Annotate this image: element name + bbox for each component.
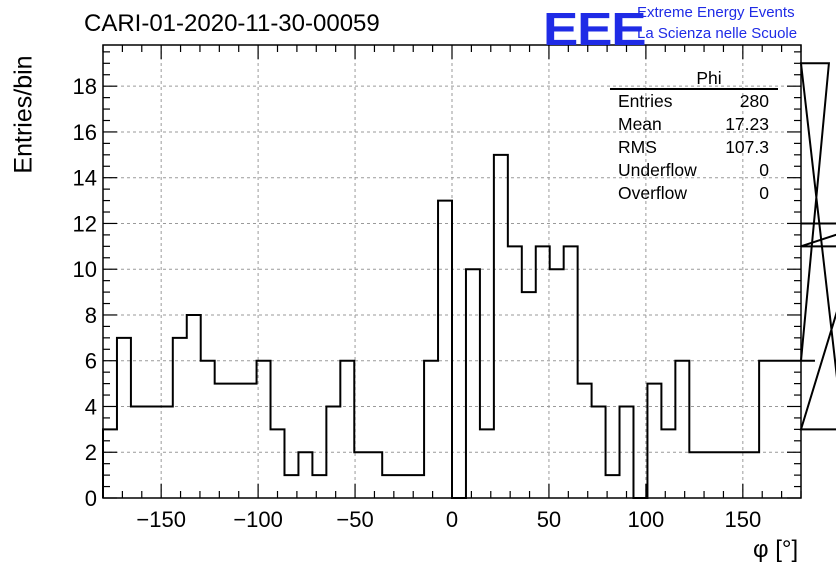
chart-title: CARI-01-2020-11-30-00059 <box>84 10 380 37</box>
stats-divider <box>610 88 778 90</box>
y-tick-label: 14 <box>73 166 97 191</box>
stats-label: RMS <box>618 137 657 157</box>
y-tick-label: 4 <box>85 394 97 419</box>
x-tick-label: 150 <box>724 507 761 532</box>
stats-label: Mean <box>618 114 662 134</box>
y-axis-label: Entries/bin <box>9 55 38 174</box>
stats-value: 17.23 <box>725 114 769 134</box>
x-tick-label: 50 <box>537 507 561 532</box>
stats-row: RMS 107.3 <box>610 137 778 160</box>
y-tick-label: 18 <box>73 74 97 99</box>
logo-line-2: La Scienza nelle Scuole <box>637 25 798 42</box>
stats-label: Overflow <box>618 183 688 203</box>
stats-row: Mean 17.23 <box>610 114 778 137</box>
stats-row: Overflow 0 <box>610 183 778 206</box>
y-tick-label: 2 <box>85 440 97 465</box>
stats-row: Entries 280 <box>610 91 778 114</box>
stats-value: 0 <box>759 160 769 180</box>
x-tick-label: 0 <box>446 507 458 532</box>
stats-label: Underflow <box>618 160 697 180</box>
stats-box: Phi Entries 280 Mean 17.23 RMS 107.3 Underf… <box>610 68 778 206</box>
x-tick-label: −50 <box>336 507 373 532</box>
x-tick-label: −100 <box>233 507 283 532</box>
x-axis-label: φ [°] <box>753 536 799 563</box>
logo-line-1: Extreme Energy Events <box>637 4 795 21</box>
stats-row: Underflow 0 <box>610 160 778 183</box>
stats-value: 107.3 <box>725 137 769 157</box>
stats-value: 0 <box>759 183 769 203</box>
y-tick-label: 0 <box>85 486 97 511</box>
y-tick-label: 10 <box>73 257 97 282</box>
y-tick-label: 8 <box>85 303 97 328</box>
x-tick-label: −150 <box>136 507 186 532</box>
x-tick-label: 100 <box>628 507 665 532</box>
y-tick-label: 16 <box>73 120 97 145</box>
stats-label: Entries <box>618 91 673 111</box>
stats-name: Phi <box>696 68 722 88</box>
stats-value: 280 <box>739 91 769 111</box>
histogram-series <box>102 62 836 499</box>
eee-logo: EEE <box>543 3 647 55</box>
y-tick-label: 6 <box>85 349 97 374</box>
y-tick-label: 12 <box>73 211 97 236</box>
